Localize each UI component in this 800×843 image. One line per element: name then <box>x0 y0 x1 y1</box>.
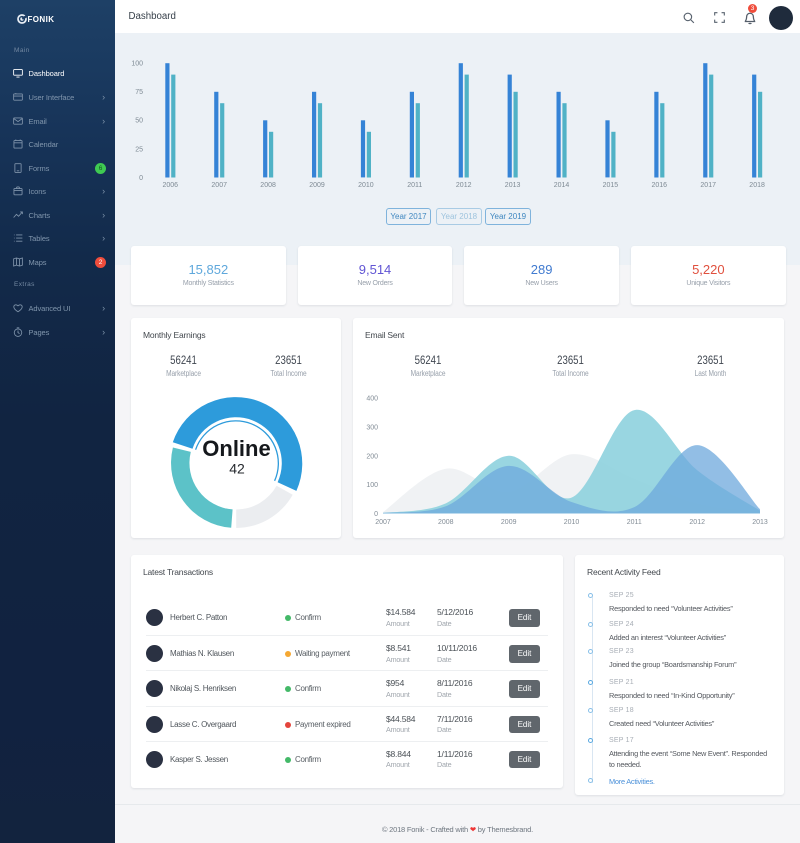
svg-text:2006: 2006 <box>163 182 179 189</box>
svg-text:2009: 2009 <box>309 182 325 189</box>
svg-text:100: 100 <box>366 482 378 489</box>
svg-text:0: 0 <box>139 175 143 182</box>
svg-text:2011: 2011 <box>627 519 642 526</box>
svg-text:2008: 2008 <box>438 519 454 526</box>
svg-text:Online: Online <box>202 436 270 461</box>
svg-text:75: 75 <box>135 89 143 96</box>
svg-text:200: 200 <box>366 453 378 460</box>
svg-text:300: 300 <box>366 424 378 431</box>
svg-text:2008: 2008 <box>260 182 276 189</box>
svg-text:0: 0 <box>374 511 378 518</box>
svg-text:42: 42 <box>229 461 245 477</box>
svg-text:2007: 2007 <box>211 182 227 189</box>
svg-text:2010: 2010 <box>564 519 580 526</box>
svg-text:100: 100 <box>131 61 143 68</box>
svg-text:2018: 2018 <box>749 182 765 189</box>
svg-text:2015: 2015 <box>603 182 619 189</box>
svg-text:2016: 2016 <box>652 182 668 189</box>
svg-text:2007: 2007 <box>375 519 391 526</box>
svg-text:25: 25 <box>135 146 143 153</box>
svg-text:50: 50 <box>135 118 143 125</box>
svg-text:2011: 2011 <box>407 182 422 189</box>
svg-text:2010: 2010 <box>358 182 374 189</box>
svg-text:2012: 2012 <box>456 182 472 189</box>
svg-text:2017: 2017 <box>700 182 716 189</box>
svg-text:2009: 2009 <box>501 519 517 526</box>
svg-text:2012: 2012 <box>689 519 705 526</box>
svg-text:2013: 2013 <box>752 519 768 526</box>
svg-text:2013: 2013 <box>505 182 521 189</box>
svg-text:2014: 2014 <box>554 182 570 189</box>
svg-text:400: 400 <box>366 396 378 403</box>
